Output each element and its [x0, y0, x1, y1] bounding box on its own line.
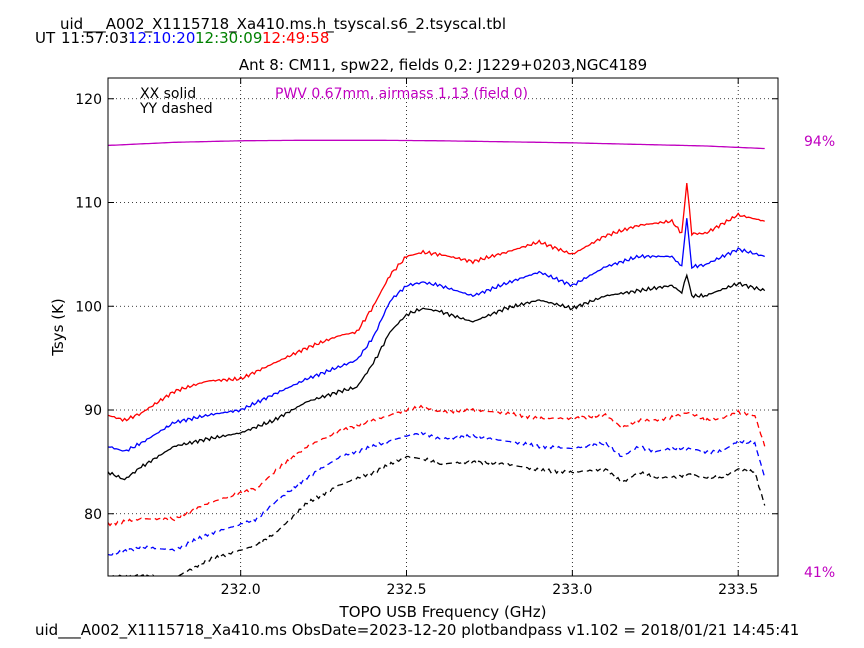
x-tick-label: 233.0 — [552, 582, 592, 598]
series-line-6 — [108, 139, 765, 150]
grid-lines — [108, 78, 778, 576]
right-axis-bottom-label: 41% — [804, 565, 835, 581]
filename-title: uid___A002_X1115718_Xa410.ms.h_tsyscal.s… — [60, 15, 506, 34]
series-line-5 — [108, 455, 766, 576]
x-tick-label: 232.0 — [221, 582, 261, 598]
x-axis-label: TOPO USB Frequency (GHz) — [339, 603, 547, 621]
axis-ticks: 232.0 232.5 233.0 233.5 80 90 100 110 120 — [75, 78, 778, 598]
y-tick-label: 110 — [75, 196, 102, 212]
ut-label: UT — [35, 29, 56, 47]
series-line-4 — [108, 430, 766, 556]
footer-text: uid___A002_X1115718_Xa410.ms ObsDate=202… — [35, 621, 799, 640]
series-line-0 — [108, 183, 765, 423]
timestamp-red: 12:49:58 — [262, 29, 329, 47]
legend-yy-dashed: YY dashed — [139, 101, 213, 117]
y-axis-label: Tsys (K) — [49, 298, 67, 357]
y-tick-label: 100 — [75, 299, 102, 315]
series-line-3 — [108, 404, 766, 527]
y-tick-label: 120 — [75, 92, 102, 108]
x-tick-label: 232.5 — [386, 582, 426, 598]
right-axis-top-label: 94% — [804, 134, 835, 150]
plot-frame — [107, 77, 779, 577]
series-line-1 — [108, 218, 765, 452]
timestamp-blue: 12:10:20 — [128, 29, 195, 47]
timestamp-black: 11:57:03 — [61, 29, 128, 47]
timestamp-green: 12:30:09 — [195, 29, 262, 47]
legend-xx-solid: XX solid — [140, 86, 196, 102]
series-line-2 — [108, 273, 766, 481]
chart-title: Ant 8: CM11, spw22, fields 0,2: J1229+02… — [239, 56, 647, 74]
series-group — [108, 139, 766, 576]
x-tick-label: 233.5 — [718, 582, 758, 598]
y-tick-label: 80 — [84, 507, 102, 523]
pwv-annotation: PWV 0.67mm, airmass 1.13 (field 0) — [275, 86, 528, 102]
y-tick-label: 90 — [84, 403, 102, 419]
